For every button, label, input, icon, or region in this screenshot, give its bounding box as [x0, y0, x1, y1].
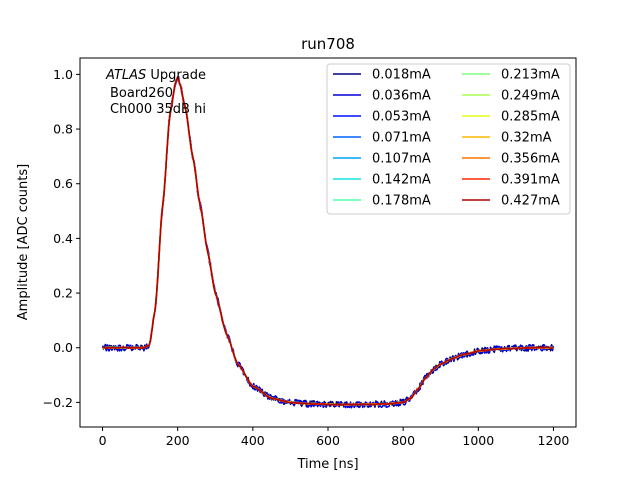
y-tick-label: 0.6: [53, 176, 73, 191]
series-group: [101, 75, 555, 409]
y-tick-label: 0.4: [53, 231, 73, 246]
x-tick-label: 800: [391, 433, 415, 448]
y-tick-label: 0.0: [53, 340, 73, 355]
legend-label: 0.178mA: [372, 194, 431, 209]
legend-label: 0.285mA: [501, 110, 560, 125]
x-tick-label: 1000: [462, 433, 494, 448]
y-tick-label: 0.8: [53, 122, 73, 137]
annotation-board: Board260: [110, 86, 173, 101]
x-tick-label: 1200: [538, 433, 570, 448]
x-axis-label: Time [ns]: [296, 457, 358, 472]
x-tick-label: 200: [166, 433, 190, 448]
annotation-atlas: ATLAS: [105, 68, 146, 83]
y-tick-label: 0.2: [53, 286, 73, 301]
x-axis: 0 200 400 600 800 1000 1200: [99, 427, 570, 448]
legend-label: 0.213mA: [501, 68, 560, 83]
legend-label: 0.053mA: [372, 110, 431, 125]
y-tick-label: 1.0: [53, 67, 73, 82]
x-tick-label: 600: [316, 433, 340, 448]
legend-box: [326, 63, 571, 215]
series-line-0.427mA: [102, 76, 554, 406]
legend-label: 0.071mA: [372, 131, 431, 146]
legend-label: 0.107mA: [372, 152, 431, 167]
y-axis-label: Amplitude [ADC counts]: [16, 164, 31, 320]
legend-label: 0.018mA: [372, 68, 431, 83]
annotation-channel: Ch000 35dB hi: [110, 102, 206, 117]
legend-label: 0.32mA: [501, 131, 552, 146]
atlas-annotation: ATLAS Upgrade Board260 Ch000 35dB hi: [105, 68, 206, 117]
legend-label: 0.427mA: [501, 194, 560, 209]
legend-label: 0.142mA: [372, 173, 431, 188]
legend-label: 0.249mA: [501, 89, 560, 104]
y-tick-label: −0.2: [43, 395, 73, 410]
legend-label: 0.356mA: [501, 152, 560, 167]
annotation-line1: ATLAS Upgrade: [105, 68, 206, 83]
x-tick-label: 0: [99, 433, 107, 448]
y-axis: −0.2 0.0 0.2 0.4 0.6 0.8 1.0: [43, 67, 80, 410]
chart-title: run708: [301, 35, 355, 53]
legend-label: 0.036mA: [372, 89, 431, 104]
plot-area: [79, 57, 577, 428]
legend-label: 0.391mA: [501, 173, 560, 188]
annotation-upgrade: Upgrade: [146, 68, 206, 83]
x-tick-label: 400: [241, 433, 265, 448]
legend: 0.018mA 0.036mA 0.053mA 0.071mA 0.107mA 0.142…: [326, 63, 571, 215]
